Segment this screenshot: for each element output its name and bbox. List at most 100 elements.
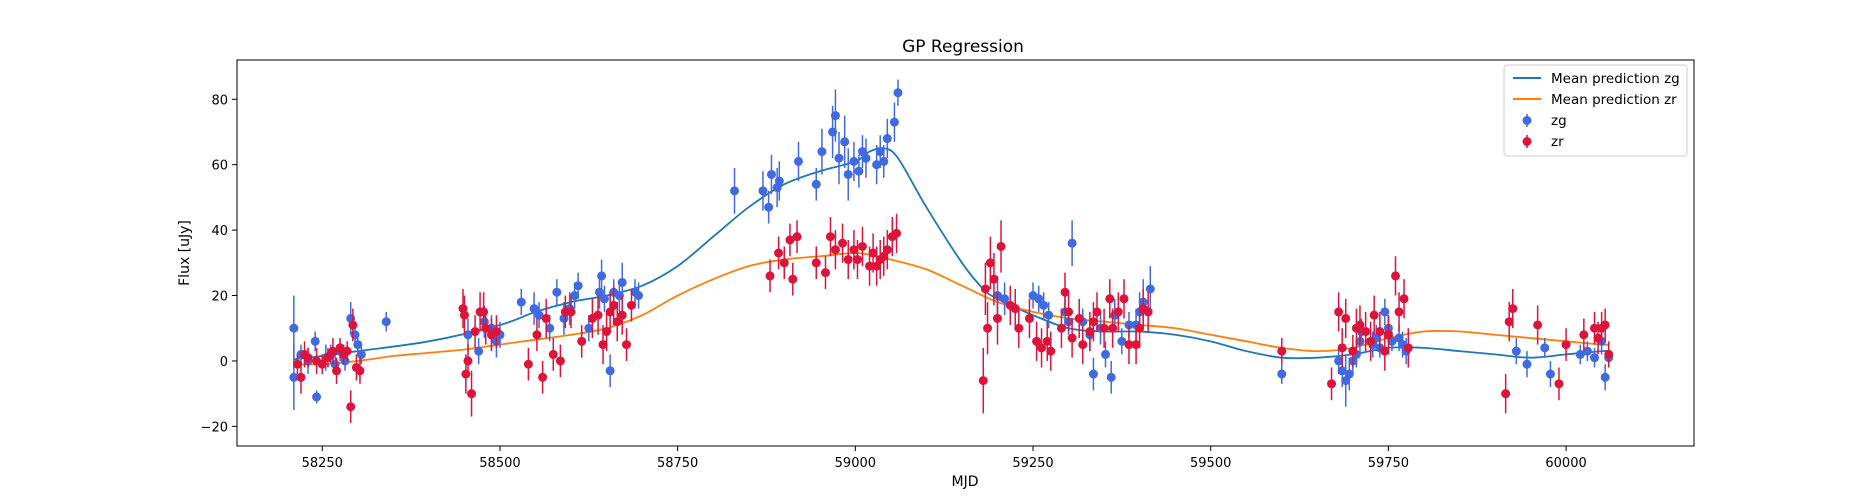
data-point-zr bbox=[626, 288, 636, 322]
marker-zr bbox=[852, 255, 862, 265]
x-axis-ticks: 58250 58500 58750 59000 59250 59500 59750 60000 bbox=[302, 446, 1587, 471]
data-point-zr bbox=[458, 288, 468, 329]
data-point-zg bbox=[1522, 351, 1532, 378]
data-point-zg bbox=[830, 89, 840, 142]
marker-zr bbox=[626, 300, 636, 310]
marker-zg bbox=[1582, 346, 1592, 356]
marker-zg bbox=[1044, 310, 1054, 320]
marker-zr bbox=[1380, 346, 1390, 356]
data-point-zr bbox=[577, 324, 587, 358]
data-point-zg bbox=[634, 282, 644, 309]
marker-zr bbox=[1533, 320, 1543, 330]
marker-zr bbox=[868, 248, 878, 258]
data-point-zr bbox=[1348, 334, 1358, 368]
marker-zg bbox=[1575, 349, 1585, 359]
data-points bbox=[289, 79, 1614, 424]
marker-zr bbox=[621, 340, 631, 350]
marker-zg bbox=[1334, 356, 1344, 366]
data-point-zg bbox=[764, 190, 774, 224]
data-point-zr bbox=[852, 239, 862, 280]
legend-label-mean-zr: Mean prediction zr bbox=[1551, 92, 1677, 108]
data-point-zg bbox=[381, 311, 391, 332]
marker-zr bbox=[1113, 307, 1123, 317]
data-point-zr bbox=[1337, 328, 1347, 368]
marker-zr bbox=[1554, 379, 1564, 389]
data-point-zg bbox=[879, 145, 889, 178]
data-point-zg bbox=[605, 354, 615, 388]
data-point-zg bbox=[529, 292, 539, 325]
data-point-zg bbox=[310, 331, 320, 352]
marker-zg bbox=[1000, 294, 1010, 304]
marker-zr bbox=[1092, 307, 1102, 317]
data-point-zg bbox=[534, 302, 544, 329]
data-point-zr bbox=[1533, 305, 1543, 345]
y-axis-label: Flux [uJy] bbox=[177, 220, 193, 286]
x-tick-label: 58500 bbox=[479, 456, 520, 471]
marker-zr bbox=[1394, 307, 1404, 317]
marker-zg bbox=[730, 186, 740, 196]
data-point-zg bbox=[1000, 282, 1010, 316]
marker-zr bbox=[328, 346, 338, 356]
data-point-zr bbox=[1508, 288, 1518, 329]
data-point-zr bbox=[1554, 367, 1564, 401]
marker-zg bbox=[811, 179, 821, 189]
marker-zr bbox=[882, 245, 892, 255]
marker-zr bbox=[1341, 313, 1351, 323]
data-point-zr bbox=[1105, 279, 1115, 319]
data-point-zr bbox=[1074, 298, 1084, 339]
marker-zr bbox=[463, 356, 473, 366]
marker-zr bbox=[779, 258, 789, 268]
marker-zg bbox=[872, 160, 882, 170]
marker-zr bbox=[857, 241, 867, 251]
data-point-zr bbox=[857, 226, 867, 267]
marker-zr bbox=[1604, 349, 1614, 359]
marker-zr bbox=[1119, 294, 1129, 304]
marker-zg bbox=[474, 346, 484, 356]
marker-zr bbox=[348, 320, 358, 330]
data-point-zg bbox=[1034, 285, 1044, 312]
data-point-zr bbox=[1024, 298, 1034, 339]
marker-zr bbox=[1600, 320, 1610, 330]
marker-zg bbox=[889, 117, 899, 127]
data-point-zg bbox=[1575, 344, 1585, 365]
x-tick-label: 59250 bbox=[1012, 456, 1053, 471]
marker-zg bbox=[1088, 369, 1098, 379]
data-point-zg bbox=[1600, 364, 1610, 391]
marker-zr bbox=[1088, 317, 1098, 327]
data-point-zr bbox=[1046, 331, 1056, 371]
marker-zg bbox=[617, 277, 627, 287]
marker-zg bbox=[552, 287, 562, 297]
marker-zr bbox=[555, 356, 565, 366]
data-point-zg bbox=[843, 148, 853, 201]
data-point-zr bbox=[989, 253, 999, 306]
marker-zr bbox=[523, 359, 533, 369]
marker-zr bbox=[1369, 310, 1379, 320]
marker-zr bbox=[548, 349, 558, 359]
marker-zr bbox=[838, 238, 848, 248]
marker-zr bbox=[1334, 307, 1344, 317]
marker-zg bbox=[849, 156, 859, 166]
marker-zg bbox=[1067, 238, 1077, 248]
marker-zg bbox=[570, 291, 580, 301]
data-point-zg bbox=[849, 141, 859, 182]
marker-zr bbox=[541, 313, 551, 323]
data-point-zr bbox=[992, 292, 1002, 345]
data-point-zr bbox=[1056, 308, 1066, 348]
x-tick-label: 59500 bbox=[1190, 456, 1231, 471]
legend-swatch-zg-marker bbox=[1522, 114, 1532, 127]
data-point-zg bbox=[1589, 347, 1599, 368]
marker-zr bbox=[1366, 336, 1376, 346]
data-point-zg bbox=[1117, 328, 1127, 355]
data-point-zr bbox=[820, 256, 830, 289]
marker-zg bbox=[758, 186, 768, 196]
marker-zr bbox=[609, 300, 619, 310]
data-point-zg bbox=[889, 102, 899, 142]
marker-zg bbox=[1101, 349, 1111, 359]
data-point-zr bbox=[609, 285, 619, 325]
data-point-zg bbox=[312, 390, 322, 404]
data-point-zr bbox=[1327, 367, 1337, 401]
data-point-zr bbox=[1355, 305, 1365, 345]
data-point-zg bbox=[516, 288, 526, 316]
marker-zg bbox=[289, 323, 299, 333]
